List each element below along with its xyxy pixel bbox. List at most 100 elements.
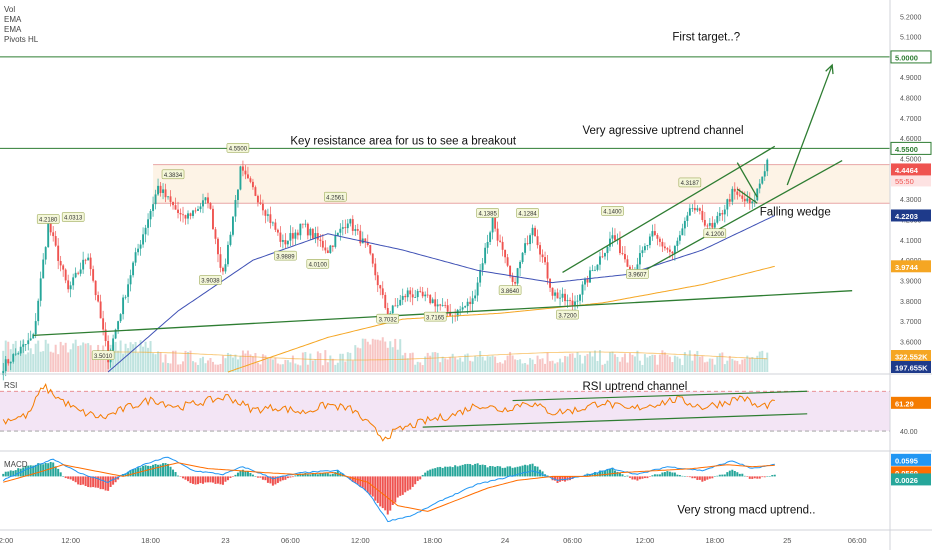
indicator-legend-item[interactable]: Vol (4, 5, 16, 14)
candle-body (99, 301, 102, 319)
candle-body (756, 188, 759, 201)
candle (723, 204, 726, 223)
volume-bar (591, 356, 594, 372)
volume-bar (743, 358, 746, 372)
candle (29, 330, 32, 341)
macd-histogram-bar (641, 476, 644, 479)
volume-bar (524, 363, 527, 372)
volume-bar (29, 348, 32, 372)
macd-histogram-bar (206, 476, 209, 483)
volume-ma-tag-text: 322.552K (895, 353, 928, 362)
candle (244, 165, 247, 180)
candle-body (212, 208, 214, 230)
candle-body (32, 334, 35, 339)
volume-bar (134, 342, 137, 372)
macd-histogram-bar (656, 474, 659, 477)
candle (614, 228, 616, 242)
candle (623, 246, 626, 263)
candle-body (496, 228, 499, 241)
candle (117, 320, 120, 334)
volume-bar (511, 355, 514, 372)
candle-body (42, 259, 45, 279)
candle (376, 271, 379, 293)
candle-body (623, 253, 626, 260)
pivot-label-text: 3.8640 (501, 289, 520, 295)
candle (122, 294, 125, 320)
indicator-legend-item[interactable]: EMA (4, 15, 22, 24)
candle-body (379, 285, 382, 289)
volume-bar (536, 355, 539, 372)
candle (411, 287, 414, 306)
pivot-label: 4.1385 (476, 208, 499, 218)
candle-body (479, 269, 482, 283)
candle-body (476, 282, 479, 296)
candle (204, 196, 207, 204)
candle (2, 363, 5, 381)
macd-histogram-bar (411, 476, 414, 487)
macd-histogram-bar (766, 475, 769, 477)
candle-body (371, 253, 374, 264)
volume-bar (381, 337, 384, 372)
target-arrow-head (825, 63, 834, 75)
candle-body (648, 236, 651, 246)
macd-hist-tag: 0.0026 (891, 473, 931, 486)
macd-histogram-bar (494, 466, 497, 477)
rsi-annotation: RSI uptrend channel (583, 381, 688, 393)
candle (666, 247, 669, 253)
indicator-legend-item[interactable]: EMA (4, 25, 22, 34)
volume-bar (471, 361, 474, 372)
pivot-label: 3.5010 (91, 350, 115, 360)
candle (434, 291, 437, 313)
macd-histogram-bar (748, 476, 751, 479)
macd-histogram-bar (274, 476, 277, 485)
indicator-legend-item[interactable]: Pivots HL (4, 35, 39, 44)
volume-bar (426, 352, 429, 372)
candle-body (619, 239, 621, 254)
pivot-label-text: 3.9607 (628, 273, 647, 279)
volume-bar (274, 357, 277, 372)
candle (182, 206, 184, 223)
candle-body (459, 309, 462, 311)
candle-body (234, 200, 237, 217)
macd-histogram-bar (87, 476, 90, 488)
volume-bar (608, 352, 611, 372)
macd-histogram-bar (603, 470, 606, 477)
volume-bar (466, 353, 469, 372)
candle (74, 267, 77, 279)
candle (379, 284, 382, 296)
candle-body (79, 269, 82, 274)
volume-bar (269, 357, 272, 372)
candle (701, 204, 704, 223)
macd-value-tag: 0.0595 (891, 453, 931, 466)
candle (609, 231, 611, 252)
macd-histogram-bar (591, 473, 594, 477)
volume-bar (354, 345, 357, 372)
volume-bar (329, 355, 332, 372)
pivot-label-box (199, 275, 222, 285)
candle-body (429, 294, 432, 304)
macd-histogram-bar (114, 476, 117, 483)
price-level-label: 5.0000 (890, 50, 932, 64)
macd-histogram-bar (264, 476, 267, 481)
volume-bar (311, 360, 314, 372)
candle (276, 228, 279, 236)
candle (526, 235, 529, 246)
volume-bar (464, 354, 467, 372)
volume-bar (431, 352, 434, 372)
pivot-label-box (423, 311, 447, 322)
candle (159, 181, 162, 197)
macd-histogram-bar (414, 476, 417, 485)
volume-bar (164, 354, 167, 372)
macd-histogram-bar (39, 463, 42, 477)
candle (406, 287, 409, 302)
candle-body (449, 311, 452, 317)
candle-body (396, 305, 399, 307)
macd-histogram-bar (34, 464, 37, 477)
candle-body (524, 243, 527, 253)
macd-histogram-bar (673, 472, 676, 477)
price-level-label-text: 5.0000 (895, 53, 918, 62)
volume-bar (94, 353, 97, 372)
macd-histogram-bar (102, 476, 105, 490)
